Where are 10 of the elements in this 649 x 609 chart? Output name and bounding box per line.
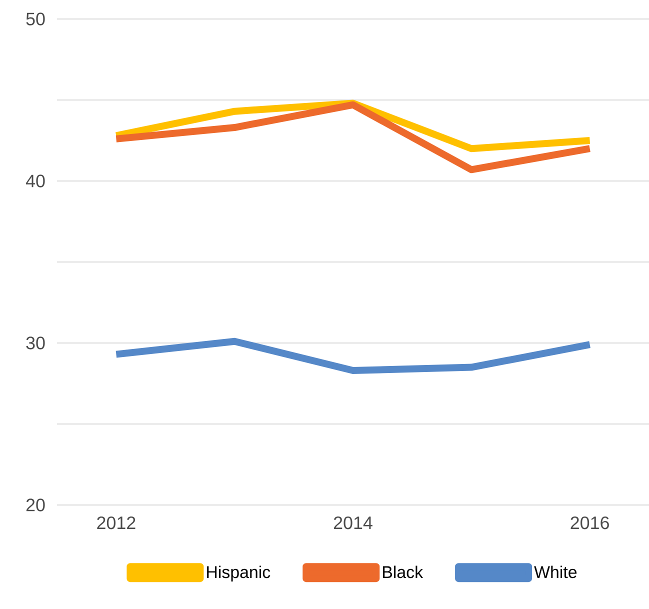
x-tick-label: 2014 — [334, 516, 372, 530]
legend-label: Hispanic — [207, 566, 270, 582]
x-tick-label: 2012 — [97, 516, 136, 530]
y-tick-label: 40 — [26, 174, 45, 188]
x-tick-label: 2016 — [570, 516, 609, 530]
y-tick-label: 50 — [26, 12, 45, 26]
y-tick-label: 20 — [26, 498, 45, 512]
legend-label: Black — [383, 566, 424, 578]
y-tick-label: 30 — [26, 336, 45, 350]
legend-label: White — [534, 566, 577, 578]
